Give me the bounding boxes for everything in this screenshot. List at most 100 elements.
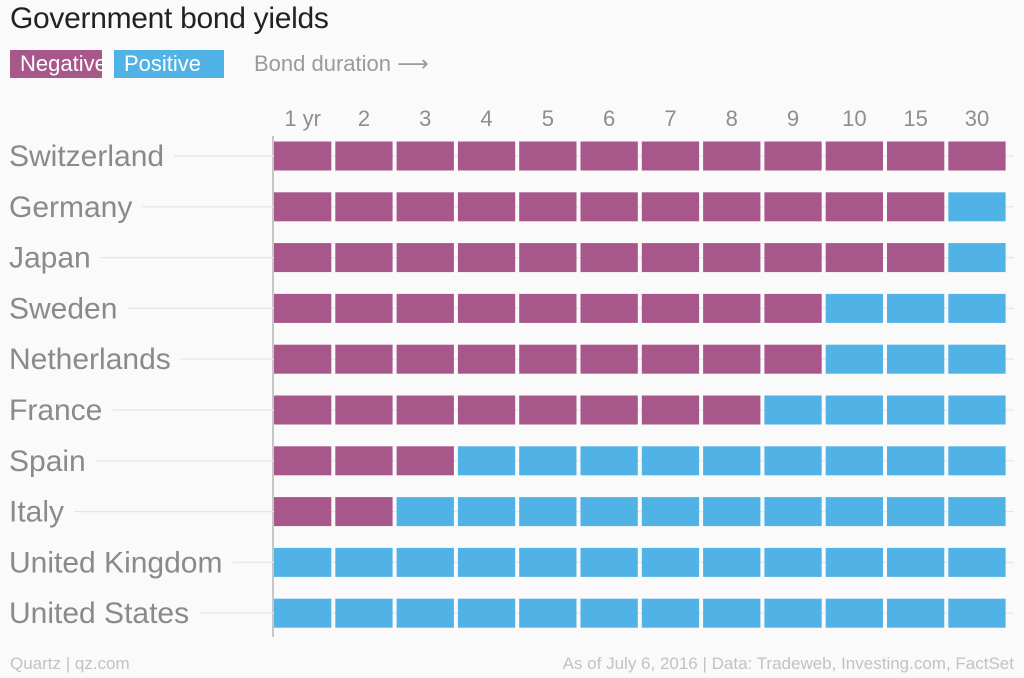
cell-negative: [274, 141, 332, 171]
cell-positive: [580, 446, 638, 476]
cell-negative: [764, 243, 822, 273]
cell-negative: [457, 395, 516, 425]
cell-negative: [519, 243, 577, 273]
cell-positive: [580, 598, 638, 628]
row-label: Spain: [9, 445, 86, 478]
cell-negative: [887, 192, 945, 222]
cell-positive: [641, 497, 700, 527]
cell-positive: [519, 446, 577, 476]
cell-negative: [335, 395, 393, 425]
cell-negative: [274, 446, 332, 476]
cell-negative: [764, 293, 822, 323]
legend-negative: Negative: [10, 50, 107, 78]
row-label-bg: [0, 140, 175, 173]
cell-negative: [641, 395, 700, 425]
row-label: Switzerland: [9, 140, 164, 173]
cell-positive: [948, 293, 1006, 323]
column-label: 5: [542, 106, 554, 131]
cell-positive: [948, 598, 1006, 628]
cell-positive: [274, 547, 332, 577]
cell-positive: [948, 192, 1006, 222]
column-label: 7: [664, 106, 676, 131]
cell-negative: [457, 293, 516, 323]
cell-negative: [703, 192, 761, 222]
footer-source-right: As of July 6, 2016 | Data: Tradeweb, Inv…: [562, 654, 1014, 673]
row-label: United Kingdom: [9, 546, 222, 579]
cell-negative: [396, 243, 454, 273]
cell-positive: [825, 547, 883, 577]
cell-positive: [764, 446, 822, 476]
cell-negative: [641, 293, 700, 323]
cell-negative: [887, 243, 945, 273]
cell-negative: [764, 344, 822, 374]
row-label: Netherlands: [9, 343, 171, 376]
cell-positive: [948, 446, 1006, 476]
cell-negative: [580, 395, 638, 425]
column-label: 3: [419, 106, 431, 131]
cell-positive: [887, 598, 945, 628]
column-label: 1 yr: [284, 106, 321, 131]
cell-positive: [457, 598, 516, 628]
cell-negative: [274, 293, 332, 323]
cell-negative: [703, 344, 761, 374]
cell-positive: [948, 243, 1006, 273]
chart-title: Government bond yields: [10, 2, 329, 35]
cell-negative: [580, 141, 638, 171]
cell-negative: [519, 293, 577, 323]
cell-positive: [580, 547, 638, 577]
cell-positive: [703, 497, 761, 527]
cell-negative: [580, 192, 638, 222]
cell-positive: [887, 344, 945, 374]
cell-positive: [703, 446, 761, 476]
cell-positive: [519, 547, 577, 577]
cell-negative: [764, 141, 822, 171]
cell-negative: [580, 344, 638, 374]
cell-negative: [457, 243, 516, 273]
footer-source-left: Quartz | qz.com: [10, 654, 130, 673]
cell-negative: [335, 497, 393, 527]
cell-positive: [887, 293, 945, 323]
cell-positive: [764, 547, 822, 577]
cell-negative: [274, 243, 332, 273]
cell-positive: [519, 598, 577, 628]
column-label: 10: [842, 106, 866, 131]
column-label: 8: [726, 106, 738, 131]
cell-positive: [335, 598, 393, 628]
cell-negative: [580, 293, 638, 323]
cell-negative: [457, 192, 516, 222]
cell-positive: [887, 497, 945, 527]
row-label: Germany: [9, 191, 132, 224]
cell-positive: [396, 598, 454, 628]
row-label: Sweden: [9, 292, 117, 325]
cell-negative: [703, 395, 761, 425]
row-label-bg: [0, 241, 101, 275]
cell-negative: [457, 344, 516, 374]
column-label: 4: [480, 106, 492, 131]
cell-negative: [396, 446, 454, 476]
row-label-bg: [0, 394, 113, 427]
column-label: 15: [903, 106, 927, 131]
cell-negative: [703, 293, 761, 323]
cell-positive: [641, 446, 700, 476]
column-label: 6: [603, 106, 615, 131]
cell-negative: [519, 141, 577, 171]
cell-negative: [335, 192, 393, 222]
row-label-bg: [0, 546, 233, 580]
cell-positive: [457, 446, 516, 476]
cell-positive: [887, 446, 945, 476]
cell-positive: [948, 395, 1006, 425]
cell-positive: [457, 497, 516, 527]
cell-positive: [641, 547, 700, 577]
row-label-bg: [0, 444, 96, 478]
cell-negative: [641, 243, 700, 273]
legend-positive: Positive: [114, 50, 224, 78]
cell-negative: [703, 243, 761, 273]
cell-positive: [948, 497, 1006, 527]
cell-positive: [825, 497, 883, 527]
row-label-bg: [0, 190, 143, 224]
cell-positive: [274, 598, 332, 628]
cell-negative: [274, 395, 332, 425]
cell-negative: [825, 192, 883, 222]
column-label: 2: [358, 106, 370, 131]
cell-negative: [641, 344, 700, 374]
